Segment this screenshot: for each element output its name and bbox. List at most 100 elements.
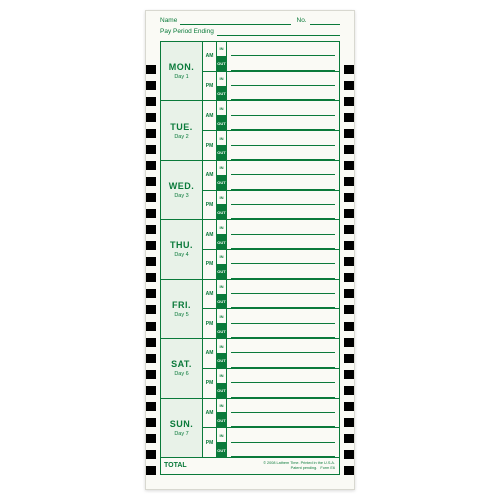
day-number: Day 1	[174, 74, 188, 80]
inout-column: INOUT	[217, 369, 227, 398]
day-abbr: SAT.	[171, 359, 192, 369]
ampm-label: AM	[203, 399, 217, 428]
out-label: OUT	[217, 235, 226, 249]
alignment-notch	[146, 177, 156, 186]
in-label: IN	[217, 220, 226, 235]
in-label: IN	[217, 309, 226, 324]
day-number: Day 4	[174, 252, 188, 258]
name-field-line	[180, 17, 290, 25]
punch-line	[231, 42, 335, 56]
in-label: IN	[217, 428, 226, 443]
out-label: OUT	[217, 205, 226, 219]
day-abbr: TUE.	[170, 122, 193, 132]
write-area	[227, 428, 339, 457]
day-abbr: MON.	[169, 62, 195, 72]
in-label: IN	[217, 339, 226, 354]
alignment-notch	[344, 241, 354, 250]
write-area	[227, 309, 339, 338]
inout-column: INOUT	[217, 220, 227, 249]
punch-line	[231, 72, 335, 86]
write-area	[227, 72, 339, 101]
alignment-notch	[146, 225, 156, 234]
alignment-notches-right	[344, 65, 354, 475]
in-label: IN	[217, 191, 226, 206]
write-area	[227, 220, 339, 249]
inout-column: INOUT	[217, 42, 227, 71]
periods: AMINOUTPMINOUT	[203, 399, 339, 457]
in-label: IN	[217, 161, 226, 176]
time-grid: MON.Day 1AMINOUTPMINOUTTUE.Day 2AMINOUTP…	[160, 41, 340, 475]
punch-line	[231, 294, 335, 308]
out-label: OUT	[217, 354, 226, 368]
inout-column: INOUT	[217, 191, 227, 220]
no-label: No.	[297, 17, 307, 25]
out-label: OUT	[217, 87, 226, 101]
alignment-notch	[146, 370, 156, 379]
card-header: Name No. Pay Period Ending	[160, 17, 340, 39]
inout-column: INOUT	[217, 309, 227, 338]
periods: AMINOUTPMINOUT	[203, 280, 339, 338]
ampm-label: PM	[203, 72, 217, 101]
write-area	[227, 369, 339, 398]
alignment-notch	[344, 177, 354, 186]
alignment-notch	[146, 322, 156, 331]
inout-column: INOUT	[217, 428, 227, 457]
period-half: AMINOUT	[203, 161, 339, 191]
ampm-label: AM	[203, 101, 217, 130]
ampm-label: PM	[203, 309, 217, 338]
period-half: PMINOUT	[203, 428, 339, 457]
day-row: THU. Day 4 AMINOUTPMINOUT	[161, 220, 339, 279]
inout-column: INOUT	[217, 280, 227, 309]
punch-line	[231, 264, 335, 278]
ampm-label: AM	[203, 339, 217, 368]
period-half: PMINOUT	[203, 309, 339, 338]
alignment-notch	[344, 257, 354, 266]
punch-line	[231, 101, 335, 115]
alignment-notch	[146, 338, 156, 347]
alignment-notch	[344, 81, 354, 90]
ampm-label: PM	[203, 250, 217, 279]
alignment-notch	[146, 113, 156, 122]
punch-line	[231, 339, 335, 353]
day-number: Day 7	[174, 431, 188, 437]
alignment-notch	[146, 241, 156, 250]
punch-line	[231, 161, 335, 175]
alignment-notch	[344, 370, 354, 379]
out-label: OUT	[217, 57, 226, 71]
total-row: TOTAL© 2008 Lathem Time. Printed in the …	[161, 458, 339, 474]
alignment-notch	[344, 434, 354, 443]
in-label: IN	[217, 399, 226, 414]
alignment-notch	[344, 65, 354, 74]
periods: AMINOUTPMINOUT	[203, 161, 339, 219]
inout-column: INOUT	[217, 161, 227, 190]
punch-line	[231, 220, 335, 234]
day-number: Day 6	[174, 371, 188, 377]
pay-period-field-line	[217, 28, 340, 36]
day-row: MON.Day 1AMINOUTPMINOUT	[161, 42, 339, 101]
in-label: IN	[217, 250, 226, 265]
punch-line	[231, 250, 335, 264]
punch-line	[231, 205, 335, 219]
alignment-notch	[146, 418, 156, 427]
day-abbr: THU.	[170, 240, 193, 250]
alignment-notch	[146, 193, 156, 202]
alignment-notch	[344, 97, 354, 106]
punch-line	[231, 383, 335, 397]
out-label: OUT	[217, 295, 226, 309]
inout-column: INOUT	[217, 101, 227, 130]
period-half: PMINOUT	[203, 250, 339, 279]
alignment-notch	[344, 113, 354, 122]
inout-column: INOUT	[217, 72, 227, 101]
in-label: IN	[217, 42, 226, 57]
punch-line	[231, 413, 335, 427]
period-half: PMINOUT	[203, 369, 339, 398]
day-label: MON. Day 1	[161, 42, 203, 100]
ampm-label: AM	[203, 220, 217, 249]
day-label: THU. Day 4	[161, 220, 203, 278]
alignment-notch	[344, 193, 354, 202]
alignment-notch	[146, 145, 156, 154]
day-number: Day 5	[174, 312, 188, 318]
day-label: TUE.Day 2	[161, 101, 203, 159]
day-label: WED.Day 3	[161, 161, 203, 219]
write-area	[227, 339, 339, 368]
